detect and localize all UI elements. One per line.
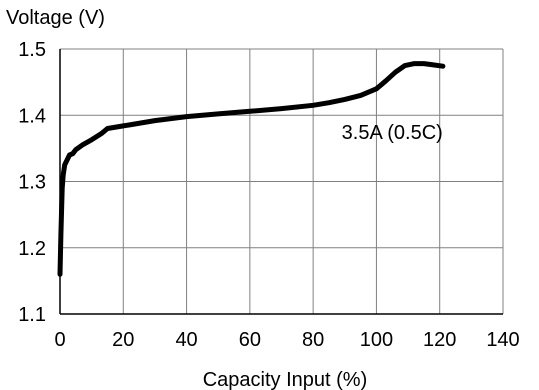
x-tick-label-5: 100 (360, 329, 393, 351)
y-tick-label-1: 1.2 (18, 238, 46, 260)
x-tick-label-6: 120 (423, 329, 456, 351)
y-tick-label-3: 1.4 (18, 105, 46, 127)
y-tick-label-2: 1.3 (18, 172, 46, 194)
series-line-0 (57, 61, 446, 277)
y-axis-label: Voltage (V) (6, 7, 105, 29)
x-tick-label-4: 80 (302, 329, 324, 351)
x-tick-label-0: 0 (54, 329, 65, 351)
x-tick-label-3: 60 (239, 329, 261, 351)
tick-layer: 1.1 1.2 1.3 1.4 1.5 0 20 40 60 80 100 120 140 (18, 39, 520, 351)
x-tick-label-7: 140 (486, 329, 519, 351)
grid-layer (60, 48, 504, 314)
annotation-0: 3.5A (0.5C) (342, 122, 443, 144)
series-layer (57, 61, 446, 277)
x-tick-label-1: 20 (112, 329, 134, 351)
x-tick-label-2: 40 (175, 329, 197, 351)
x-axis-label: Capacity Input (%) (203, 369, 368, 390)
y-tick-label-4: 1.5 (18, 39, 46, 61)
annotation-layer: 3.5A (0.5C) (342, 122, 443, 144)
y-tick-label-0: 1.1 (18, 304, 46, 326)
